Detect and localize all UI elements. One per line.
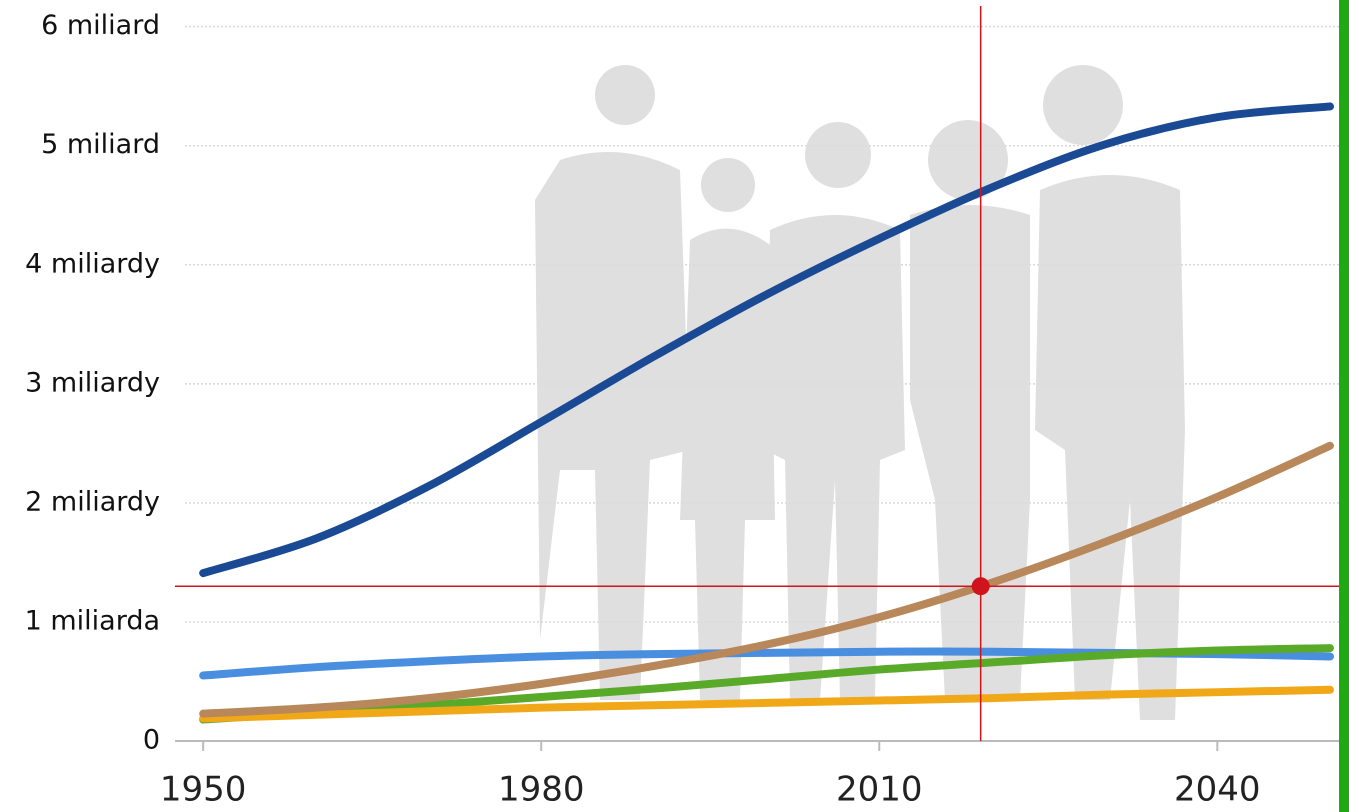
frame-border (1339, 0, 1349, 812)
y-tick-label: 3 miliardy (25, 367, 160, 398)
y-tick-label: 0 (143, 725, 160, 756)
y-tick-label: 5 miliard (41, 129, 160, 160)
x-tick-label: 2010 (836, 770, 923, 810)
x-tick-label: 2040 (1174, 770, 1261, 810)
y-tick-label: 6 miliard (41, 10, 160, 41)
series-line (199, 441, 1334, 718)
series-line (199, 644, 1334, 724)
series-line (199, 102, 1334, 578)
series-line (199, 685, 1334, 723)
y-tick-label: 1 miliarda (25, 605, 160, 636)
y-tick-label: 4 miliardy (25, 248, 160, 279)
x-tick-label: 1980 (498, 770, 585, 810)
x-tick-label: 1950 (160, 770, 247, 810)
crosshair-point (971, 577, 990, 596)
y-tick-label: 2 miliardy (25, 486, 160, 517)
